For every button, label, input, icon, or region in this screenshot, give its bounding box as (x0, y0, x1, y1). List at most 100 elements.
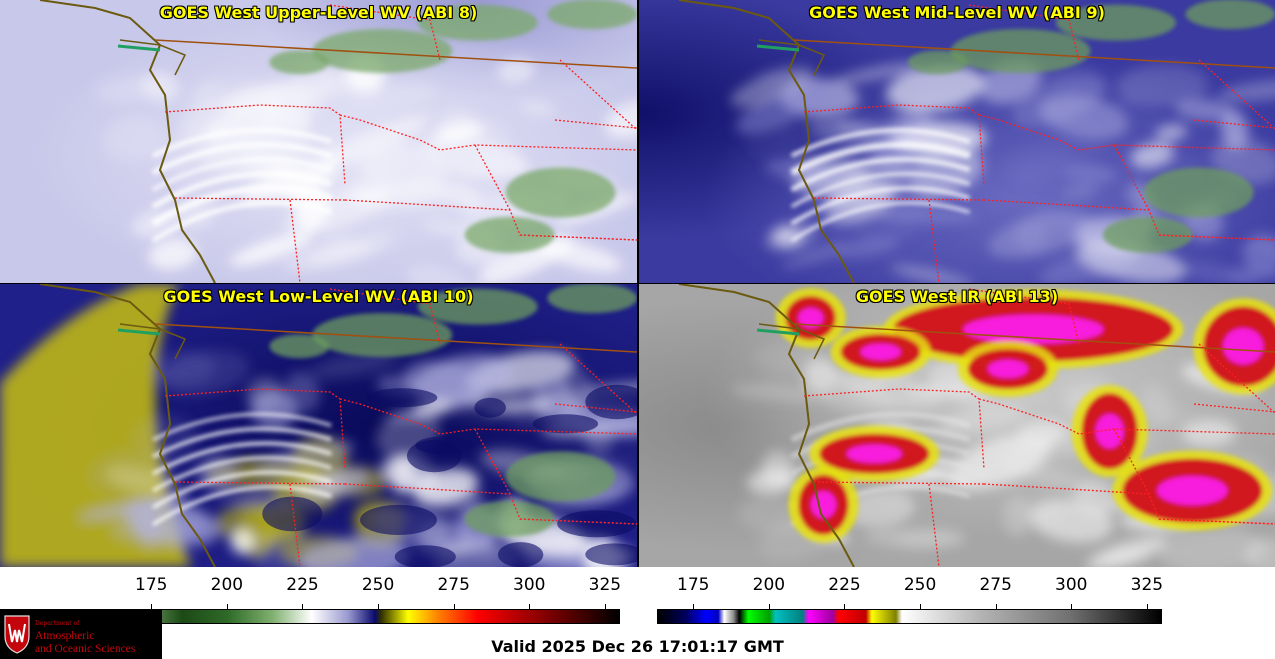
cloud-patch (1123, 84, 1161, 129)
cloud-patch (477, 235, 575, 283)
cloud-top-magenta (846, 444, 902, 463)
state-border (164, 104, 346, 186)
cloud-patch (95, 75, 161, 104)
dry-region (394, 545, 456, 567)
state-border (978, 114, 1275, 151)
cloud-patch (752, 341, 824, 372)
cloud-patch (196, 72, 260, 113)
cloud-patch (106, 465, 186, 498)
cloud-patch (148, 238, 197, 270)
cloud-patch (1181, 419, 1237, 447)
country-border (154, 323, 637, 353)
infrared-colorbar: 175 200 225 250 275 300 325 (657, 575, 1163, 627)
cloud-top-magenta (987, 359, 1028, 378)
cloud-patch (557, 367, 594, 410)
swirl-band (152, 157, 332, 192)
cloud-patch (400, 477, 453, 507)
colorbar-tick-mark (995, 604, 997, 609)
swirl-band (790, 411, 971, 443)
cloud-patch (816, 98, 843, 118)
cloud-patch (999, 126, 1105, 183)
cloud-patch (1247, 238, 1275, 260)
cloud-patch (1155, 124, 1188, 141)
colorbar-tick-label: 275 (437, 575, 470, 595)
upper-level-wv-panel: GOES West Upper-Level WV (ABI 8) (0, 0, 637, 283)
swirl-band (790, 156, 971, 192)
swirl-band (151, 184, 333, 227)
cloud-patch (282, 234, 392, 273)
cloud-top-magenta (860, 343, 901, 361)
cloud-patch (605, 100, 637, 139)
cloud-patch (1143, 382, 1173, 426)
cloud-patch (890, 264, 974, 283)
lake-outline (756, 328, 800, 336)
dry-air-patch (950, 28, 1091, 73)
cloud-patch (823, 384, 899, 414)
colorbar-tick-label: 175 (135, 575, 168, 595)
coastline (678, 0, 855, 283)
colorbar-tick-label: 300 (1055, 575, 1088, 595)
dry-slot-field (907, 0, 1275, 253)
colorbar-ticks: 175 200 225 250 275 300 325 (115, 575, 622, 609)
state-border (1193, 403, 1275, 413)
dry-region (532, 414, 599, 434)
dry-air-patch (464, 216, 555, 253)
state-border (978, 398, 1275, 435)
colorbar-gradient (657, 609, 1162, 624)
country-border (793, 323, 1275, 353)
puget-sound-coast (119, 323, 187, 360)
cloud-patch (1159, 528, 1268, 567)
state-border (289, 483, 301, 567)
dry-air-patch (505, 451, 616, 502)
cloud-patch (406, 141, 449, 187)
cloud-patch (229, 233, 313, 266)
colorbar-tick-mark (920, 604, 922, 609)
dry-air-patch (1102, 216, 1193, 253)
state-border (559, 343, 637, 415)
low-level-wv-image (0, 284, 637, 567)
cloud-swirl (151, 127, 333, 243)
lake-outline (756, 44, 800, 52)
puget-sound-coast (758, 39, 826, 76)
state-border (813, 481, 985, 485)
dry-air-patch (464, 500, 555, 537)
colorbar-ticks: 175 200 225 250 275 300 325 (657, 575, 1163, 609)
colorbar-tick-label: 175 (677, 575, 710, 595)
colorbar-tick-mark (1146, 604, 1148, 609)
colorbar-tick-mark (378, 604, 380, 609)
state-border (174, 197, 346, 201)
colorbar-tick-label: 325 (588, 575, 622, 595)
swirl-band (151, 484, 332, 527)
logo-department: Department of (35, 620, 80, 627)
cloud-patch (905, 386, 996, 403)
cloud-swirl (151, 412, 332, 527)
cloud-patch (310, 350, 399, 380)
state-border (519, 518, 637, 525)
swirl-band (152, 412, 332, 442)
panel-divider (0, 283, 1275, 284)
swirl-band (151, 200, 332, 243)
state-border (329, 288, 441, 345)
cloud-patch (256, 439, 354, 476)
dry-air-patch (269, 50, 330, 75)
state-border (474, 428, 511, 495)
infrared-panel: GOES West IR (ABI 13) (639, 284, 1275, 567)
dry-air-patch (417, 288, 538, 325)
state-border (1113, 428, 1150, 495)
colorbar-tick-label: 250 (903, 575, 937, 595)
cloud-patch (299, 537, 410, 567)
cloud-patch (250, 531, 279, 556)
dry-air-patch (1056, 4, 1176, 41)
cloud-patch (230, 529, 255, 555)
puget-sound-coast (119, 39, 187, 76)
colorbar-tick-label: 300 (513, 575, 546, 595)
uw-crest-icon (4, 615, 30, 654)
state-border (928, 483, 940, 567)
mid-level-wv-image (639, 0, 1275, 283)
cloud-patch (1130, 142, 1174, 169)
cloud-patch (803, 358, 839, 393)
cloud-patch (838, 375, 884, 392)
cloud-patch (843, 488, 915, 528)
dry-air-patch (312, 28, 453, 73)
swirl-band (151, 441, 332, 476)
